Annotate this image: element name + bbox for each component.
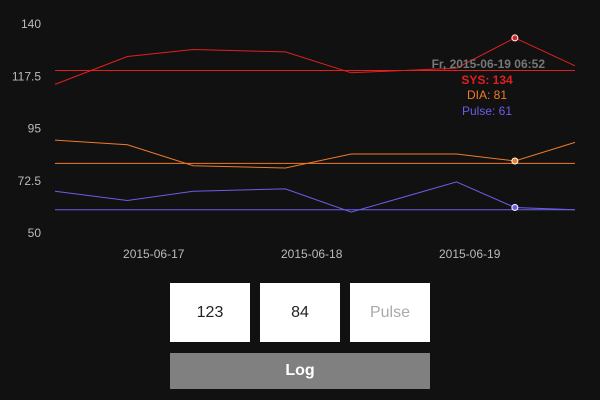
dia-series-line [54,139,576,169]
tooltip-pulse: Pulse: 61 [462,104,512,118]
chart-tooltip: Fr, 2015-06-19 06:52 SYS: 134 DIA: 81 Pu… [432,57,546,118]
dia-input[interactable] [260,283,340,342]
x-axis: 2015-06-17 2015-06-18 2015-06-19 [123,247,501,261]
sys-highlight-point [511,34,519,42]
pulse-series-line [54,181,576,213]
y-tick-label: 72.5 [18,174,42,188]
x-tick-label: 2015-06-19 [439,247,501,261]
x-tick-label: 2015-06-18 [281,247,343,261]
pulse-input[interactable] [350,283,430,342]
y-tick-label: 140 [21,17,41,31]
reference-lines [55,69,575,211]
sys-series-line [54,37,576,85]
tooltip-title: Fr, 2015-06-19 06:52 [432,57,546,71]
tooltip-dia: DIA: 81 [467,88,507,102]
tooltip-sys: SYS: 134 [461,73,513,87]
sys-input[interactable] [170,283,250,342]
pulse-highlight-point [511,203,519,211]
y-tick-label: 117.5 [12,69,41,83]
highlight-markers [511,34,519,211]
y-axis: 50 72.5 95 117.5 140 [12,17,41,240]
series-lines [54,37,576,213]
dia-highlight-point [511,157,519,165]
log-button[interactable]: Log [170,353,430,389]
y-tick-label: 50 [28,226,42,240]
y-tick-label: 95 [28,122,42,136]
x-tick-label: 2015-06-17 [123,247,185,261]
